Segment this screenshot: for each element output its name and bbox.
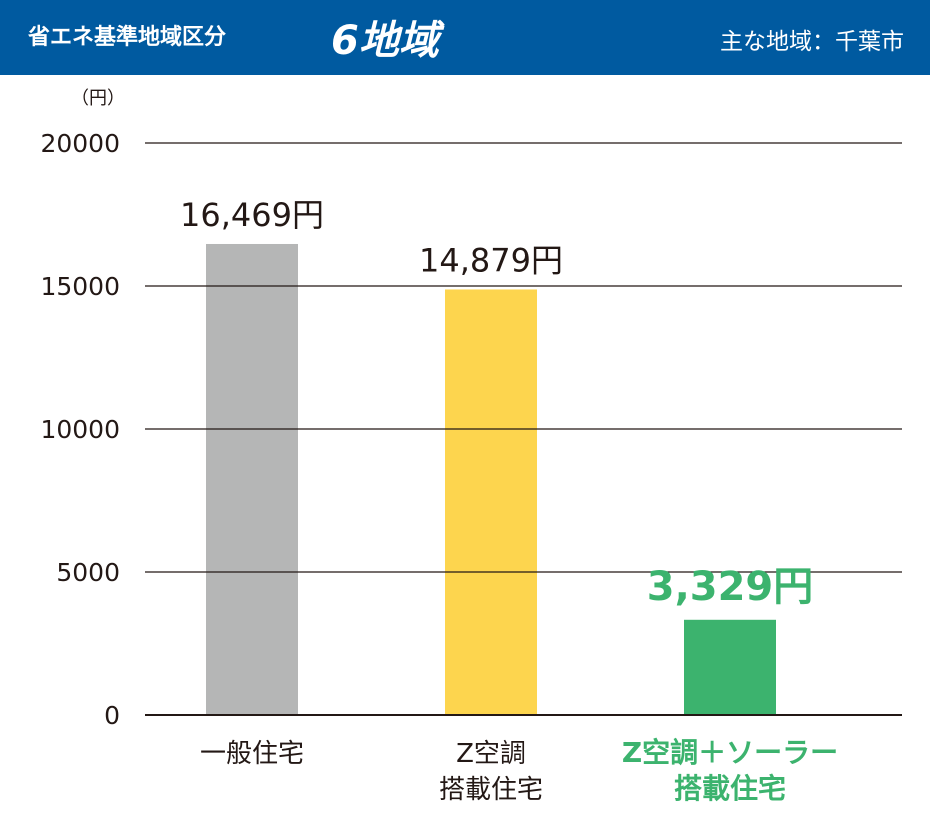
bar-2 [684, 619, 776, 715]
value-label-0: 16,469円 [180, 196, 324, 234]
header-title: 省エネ基準地域区分 [28, 25, 227, 50]
y-tick-label: 0 [104, 701, 120, 730]
bar-1 [445, 289, 537, 715]
chart-header: 省エネ基準地域区分 6地域 主な地域：千葉市 [0, 0, 930, 75]
y-axis-unit: （円） [71, 88, 125, 109]
y-tick-label: 5000 [56, 558, 120, 587]
header-region: 6地域 [331, 18, 439, 64]
y-tick-label: 20000 [40, 129, 120, 158]
category-label-1: 搭載住宅 [439, 775, 543, 805]
y-tick-label: 10000 [40, 415, 120, 444]
bar-0 [206, 243, 298, 715]
y-tick-label: 15000 [40, 272, 120, 301]
header-area: 主な地域：千葉市 [720, 29, 904, 55]
category-label-2: Z空調＋ソーラー [622, 736, 838, 769]
category-label-1: Z空調 [456, 739, 526, 769]
category-label-2: 搭載住宅 [674, 772, 786, 805]
category-label-0: 一般住宅 [200, 739, 304, 769]
value-label-2: 3,329円 [647, 564, 814, 610]
value-label-1: 14,879円 [419, 241, 563, 279]
